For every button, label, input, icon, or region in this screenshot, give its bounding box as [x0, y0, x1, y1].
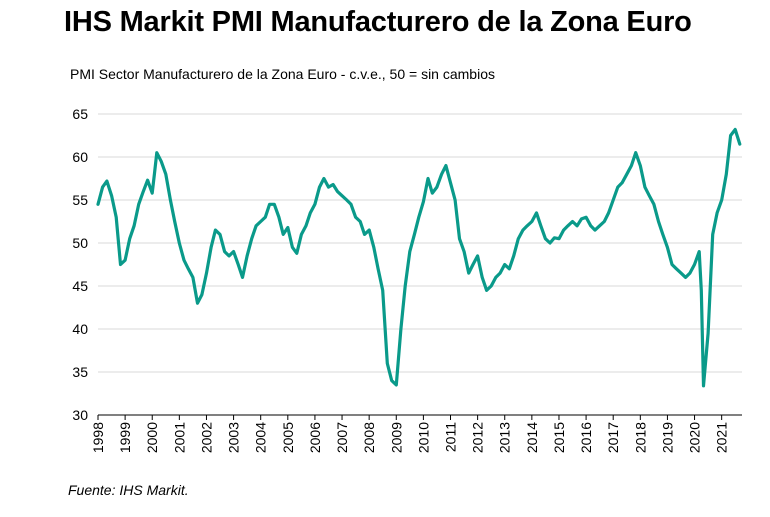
y-tick-label: 40: [72, 321, 88, 337]
x-tick-label: 2011: [443, 422, 459, 452]
x-tick-label: 2002: [198, 422, 214, 453]
x-tick-label: 1998: [90, 422, 106, 453]
x-tick-label: 2003: [226, 422, 242, 453]
x-tick-label: 2019: [659, 422, 675, 453]
y-tick-label: 45: [72, 278, 88, 294]
x-tick-label: 2015: [551, 422, 567, 453]
x-tick-label: 2017: [605, 422, 621, 453]
x-tick-label: 2005: [280, 422, 296, 453]
y-tick-label: 50: [72, 235, 88, 251]
x-tick-label: 2000: [144, 422, 160, 453]
x-tick-label: 2016: [578, 422, 594, 453]
pmi-series-line: [96, 127, 742, 388]
y-tick-label: 60: [72, 149, 88, 165]
chart-subtitle: PMI Sector Manufacturero de la Zona Euro…: [70, 66, 495, 82]
y-tick-label: 65: [72, 106, 88, 122]
source-note: Fuente: IHS Markit.: [68, 482, 189, 498]
x-tick-label: 2021: [714, 422, 730, 453]
y-tick-label: 55: [72, 192, 88, 208]
x-tick-label: 2018: [632, 422, 648, 453]
x-tick-label: 2010: [415, 422, 431, 453]
gridlines: [98, 113, 742, 373]
x-tick-label: 2004: [253, 422, 269, 453]
x-tick-label: 2012: [470, 422, 486, 453]
x-tick-label: 2013: [497, 422, 513, 453]
y-tick-label: 30: [72, 407, 88, 423]
x-tick-label: 1999: [117, 422, 133, 453]
x-tick-label: 2009: [388, 422, 404, 453]
y-tick-label: 35: [72, 364, 88, 380]
x-tick-label: 2006: [307, 422, 323, 453]
chart-title: IHS Markit PMI Manufacturero de la Zona …: [64, 6, 692, 38]
x-tick-label: 2020: [687, 422, 703, 453]
y-axis-ticks: 30 35 40 45 50 55 60 65: [72, 106, 88, 423]
x-tick-label: 2007: [334, 422, 350, 453]
x-tick-label: 2014: [524, 422, 540, 453]
x-tick-label: 2008: [361, 422, 377, 453]
x-axis-ticks: 1998 1999 2000 2001 2002 2003 2004 2005 2006 2007…: [90, 415, 730, 453]
x-tick-label: 2001: [171, 422, 187, 453]
